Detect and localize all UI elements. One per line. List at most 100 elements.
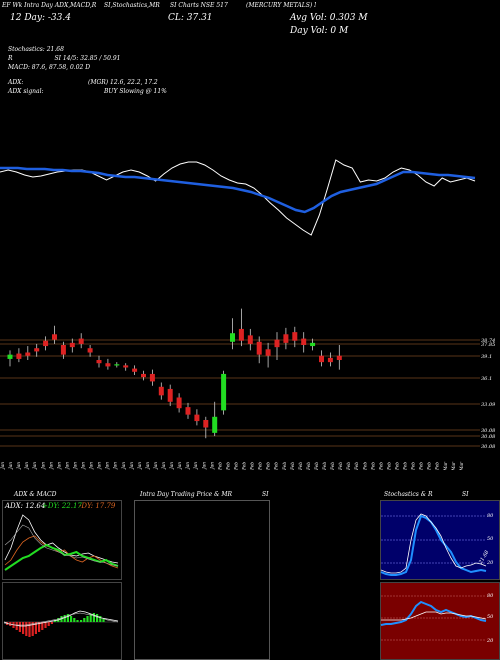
date-label: 29 Jan xyxy=(193,462,198,470)
stoch-tick-50: 50 xyxy=(487,536,494,542)
date-label: 08 Jan xyxy=(24,462,29,470)
date-label: 15 Jan xyxy=(81,462,86,470)
candle-body xyxy=(238,328,244,341)
date-label: 01 Mar xyxy=(443,461,448,470)
rsi-panel xyxy=(380,582,500,660)
adx-signal: BUY Slowing @ 11% xyxy=(104,88,167,95)
date-label: 02 Feb xyxy=(225,462,230,470)
candle-body xyxy=(7,354,13,359)
candle-body xyxy=(167,388,173,402)
date-label: 07 Jan xyxy=(16,462,21,470)
date-label: 05 Feb xyxy=(250,462,255,470)
date-label: 17 Jan xyxy=(97,462,102,470)
candle-body xyxy=(327,357,333,363)
candle-body xyxy=(132,368,138,372)
candle-body xyxy=(212,416,218,433)
candle-body xyxy=(25,352,31,356)
candle-body xyxy=(158,386,164,396)
date-label: 23 Feb xyxy=(394,462,399,470)
macd-line: MACD: 87.6, 87.58, 0.02 D xyxy=(8,64,91,71)
date-label: 11 Jan xyxy=(48,462,53,470)
date-label: 18 Feb xyxy=(354,462,359,470)
candle-body xyxy=(292,332,298,341)
macd-panel xyxy=(2,582,122,660)
date-label: 16 Jan xyxy=(89,462,94,470)
mrsi-panel xyxy=(134,500,270,660)
date-label: 15 Feb xyxy=(330,462,335,470)
date-label: 23 Jan xyxy=(145,462,150,470)
di-plus-value: +DY: 22.17 xyxy=(42,502,82,510)
date-label: 09 Jan xyxy=(32,462,37,470)
adx-label: ADX: xyxy=(8,79,24,86)
date-label: 10 Feb xyxy=(290,462,295,470)
adx-panel xyxy=(2,500,122,580)
date-label: 26 Feb xyxy=(419,462,424,470)
adx-panel-title: ADX & MACD xyxy=(14,491,57,498)
candle-body xyxy=(141,373,146,378)
date-label: 03 Mar xyxy=(459,461,464,470)
price-level-label: 30.08 xyxy=(481,428,495,434)
candle-body xyxy=(123,365,129,368)
candle-body xyxy=(203,420,209,428)
price-level-label: 33.09 xyxy=(481,402,496,408)
date-label: 28 Feb xyxy=(435,462,440,470)
date-label: 07 Feb xyxy=(266,462,271,470)
mrsi-panel-title: Intra Day Trading Price & MR xyxy=(140,491,233,498)
candle-body xyxy=(185,407,191,415)
adx-values: (MGR) 12.6, 22.2, 17.2 xyxy=(88,79,158,86)
stoch-panel-title: Stochastics & R xyxy=(384,491,433,498)
price-level-label: 38.74 xyxy=(481,338,495,344)
date-label: 18 Jan xyxy=(105,462,110,470)
date-label: 30 Jan xyxy=(201,462,206,470)
date-label: 09 Feb xyxy=(282,462,287,470)
date-label: 13 Feb xyxy=(314,462,319,470)
moving-average-line xyxy=(0,166,476,214)
header-row1-c: SI Charts NSE 517 xyxy=(170,2,228,9)
date-label: 06 Jan xyxy=(8,462,13,470)
date-label: 12 Feb xyxy=(306,462,311,470)
header-row1-b: SI,Stochastics,MR xyxy=(104,2,160,9)
date-label: 16 Feb xyxy=(338,462,343,470)
date-label: 25 Feb xyxy=(411,462,416,470)
date-label: 02 Mar xyxy=(451,461,456,470)
date-label: 19 Jan xyxy=(113,462,118,470)
candle-body xyxy=(247,335,253,344)
candle-body xyxy=(221,373,227,411)
candle-body xyxy=(274,339,280,348)
date-label: 28 Jan xyxy=(185,462,190,470)
candle-body xyxy=(265,349,271,356)
candle-body xyxy=(283,334,289,343)
date-label: 27 Feb xyxy=(427,462,432,470)
price-level-label: 36.1 xyxy=(481,376,492,382)
rsi-tick-50: 50 xyxy=(487,614,494,620)
date-label: 05 Jan xyxy=(0,462,5,470)
candle-body xyxy=(319,355,324,363)
candle-body xyxy=(60,345,66,355)
candle-body xyxy=(105,363,111,367)
candle-body xyxy=(301,338,307,345)
date-label: 31 Jan xyxy=(209,462,214,470)
stoch-tick-80: 80 xyxy=(487,513,494,519)
candle-body xyxy=(336,355,342,360)
date-label: 21 Feb xyxy=(378,462,383,470)
stoch-tick-20: 20 xyxy=(487,560,494,566)
stoch-panel-title2: SI xyxy=(462,491,469,498)
date-label: 22 Feb xyxy=(386,462,391,470)
rsi-line: R SI 14/5: 32.85 / 50.91 xyxy=(8,55,121,62)
candle-body xyxy=(310,342,316,347)
candle-body xyxy=(52,334,57,340)
rsi-tick-20: 20 xyxy=(487,638,494,644)
candle-body xyxy=(16,353,22,359)
candle-body xyxy=(96,360,102,364)
date-label: 10 Jan xyxy=(40,462,45,470)
close-price: CL: 37.31 xyxy=(168,13,213,23)
date-label: 24 Jan xyxy=(153,462,158,470)
price-level-label: 37.85 xyxy=(481,342,495,348)
date-label: 17 Feb xyxy=(346,462,351,470)
day-vol: Day Vol: 0 M xyxy=(290,26,349,36)
date-label: 01 Feb xyxy=(217,462,222,470)
date-label: 04 Feb xyxy=(242,462,247,470)
date-label: 20 Jan xyxy=(121,462,126,470)
date-label: 08 Feb xyxy=(274,462,279,470)
rsi-tick-80: 80 xyxy=(487,593,494,599)
